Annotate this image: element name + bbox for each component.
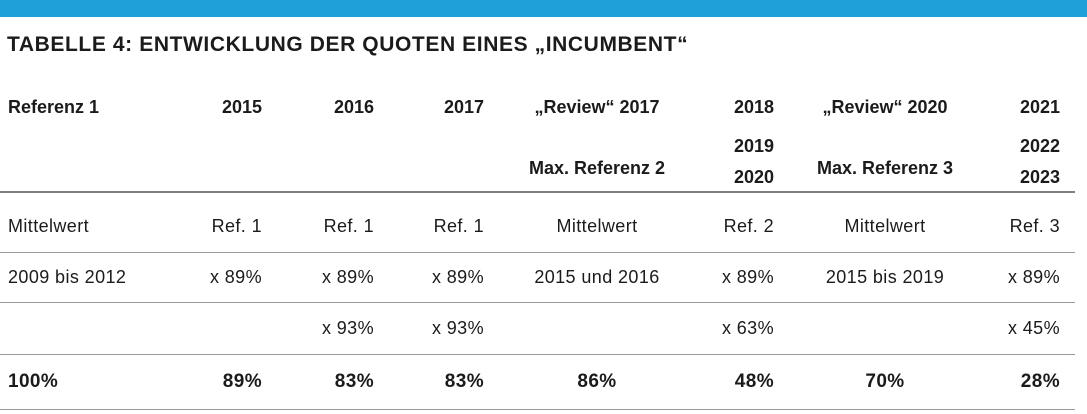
table-cell: x 89% — [721, 267, 774, 287]
table-row: Mittelwert Ref. 1 Ref. 1 Ref. 1 Mittelwe… — [0, 193, 1075, 253]
column-header-review-2017: „Review“ 2017 Max. Referenz 2 — [494, 88, 700, 193]
column-header-label: 2016 — [333, 97, 374, 117]
column-header-label: 2023 — [1019, 167, 1060, 187]
column-header-label: 2020 — [733, 167, 774, 187]
table-cell: x 89% — [431, 267, 484, 287]
table-cell: Mittelwert — [8, 216, 90, 236]
column-header-label: 2022 — [1019, 136, 1060, 156]
table-cell: Ref. 3 — [1009, 216, 1060, 236]
column-header-2021-2023: 2021 2022 2023 — [985, 88, 1075, 193]
table-cell: 89% — [222, 371, 262, 392]
table-cell: 48% — [734, 371, 774, 392]
column-header-label: Referenz 1 — [8, 97, 100, 117]
table-total-row: 100% 89% 83% 83% 86% 48% 70% 28% — [0, 355, 1075, 410]
table-cell: 83% — [444, 371, 484, 392]
table-cell: 70% — [865, 371, 905, 392]
table-cell: Ref. 1 — [433, 216, 484, 236]
table-cell — [494, 303, 700, 354]
table-cell — [190, 303, 272, 354]
column-header-sublabel: Max. Referenz 2 — [528, 158, 666, 178]
table-cell: x 89% — [209, 267, 262, 287]
table-cell: x 63% — [721, 318, 774, 338]
column-header-label: 2018 — [733, 97, 774, 117]
table-cell — [0, 303, 190, 354]
table-cell: 86% — [577, 371, 617, 392]
table-cell: 2015 und 2016 — [534, 267, 660, 287]
table-cell: Ref. 1 — [323, 216, 374, 236]
top-accent-bar — [0, 0, 1087, 17]
column-header-2015: 2015 — [190, 88, 272, 193]
table-cell: Mittelwert — [556, 216, 638, 236]
table-cell: x 93% — [321, 318, 374, 338]
column-header-label: 2019 — [733, 136, 774, 156]
table-cell — [785, 303, 985, 354]
table-cell: 100% — [8, 371, 59, 392]
table-cell: x 89% — [1007, 267, 1060, 287]
column-header-review-2020: „Review“ 2020 Max. Referenz 3 — [785, 88, 985, 193]
table-cell: x 93% — [431, 318, 484, 338]
table-cell: 83% — [334, 371, 374, 392]
table-cell: 2015 bis 2019 — [825, 267, 945, 287]
table-cell: Ref. 2 — [723, 216, 774, 236]
table-header-row: Referenz 1 2015 2016 2017 „Review“ 2017 … — [0, 88, 1075, 193]
column-header-label: 2015 — [221, 97, 262, 117]
column-header-label: „Review“ 2020 — [822, 97, 948, 117]
table-cell: Ref. 1 — [211, 216, 262, 236]
table-row: x 93% x 93% x 63% x 45% — [0, 303, 1075, 355]
table-cell: x 89% — [321, 267, 374, 287]
column-header-sublabel: Max. Referenz 3 — [816, 158, 954, 178]
column-header-label: 2017 — [443, 97, 484, 117]
table-cell: 2009 bis 2012 — [8, 267, 127, 287]
table-title: TABELLE 4: ENTWICKLUNG DER QUOTEN EINES … — [7, 33, 689, 56]
table-row: 2009 bis 2012 x 89% x 89% x 89% 2015 und… — [0, 253, 1075, 303]
column-header-2018-2020: 2018 2019 2020 — [700, 88, 785, 193]
column-header-label: 2021 — [1019, 97, 1060, 117]
table-cell: Mittelwert — [844, 216, 926, 236]
table-cell: x 45% — [1007, 318, 1060, 338]
table-cell: 28% — [1020, 371, 1060, 392]
column-header-reference: Referenz 1 — [0, 88, 190, 193]
column-header-2017: 2017 — [382, 88, 494, 193]
quota-table: Referenz 1 2015 2016 2017 „Review“ 2017 … — [0, 88, 1075, 410]
column-header-label: „Review“ 2017 — [534, 97, 660, 117]
column-header-2016: 2016 — [272, 88, 382, 193]
